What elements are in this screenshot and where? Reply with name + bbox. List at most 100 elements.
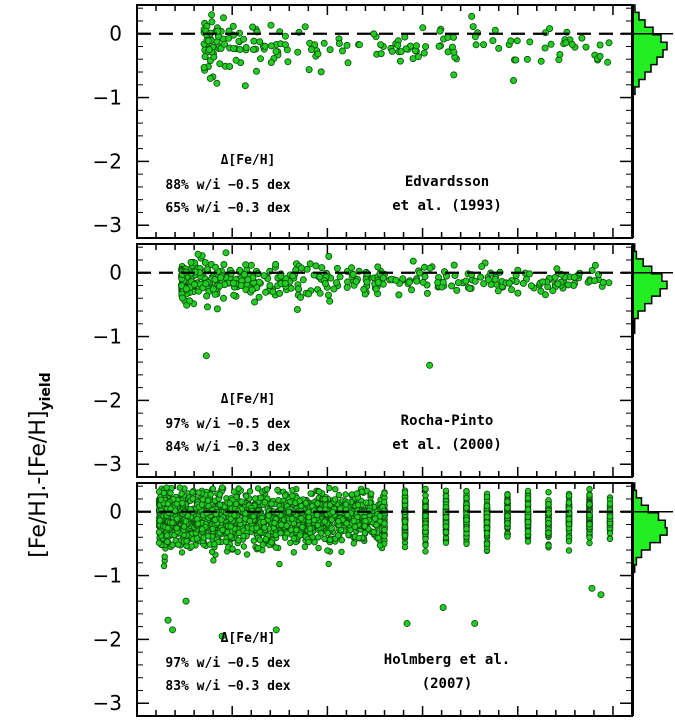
data-point — [305, 538, 312, 546]
data-point — [354, 513, 361, 521]
data-point — [354, 501, 362, 509]
data-point — [202, 280, 210, 288]
data-point — [208, 11, 216, 19]
data-point — [178, 549, 186, 556]
data-point — [311, 516, 318, 524]
data-point — [504, 504, 511, 512]
data-point — [213, 79, 221, 87]
data-point — [373, 521, 380, 529]
data-point — [204, 533, 212, 540]
data-point — [257, 494, 264, 501]
data-point — [272, 260, 280, 268]
data-point — [547, 40, 555, 48]
data-point — [226, 63, 234, 71]
outlier-point — [182, 597, 190, 605]
data-point — [606, 530, 614, 537]
data-point — [307, 46, 315, 54]
data-point — [586, 501, 593, 508]
source-line-2: et al. (1993) — [392, 198, 502, 214]
data-point — [254, 485, 262, 492]
data-point — [276, 560, 283, 568]
data-point — [269, 288, 277, 296]
data-point — [450, 261, 458, 269]
data-point — [342, 491, 349, 498]
data-point — [494, 287, 502, 295]
source-line-2: (2007) — [422, 676, 473, 692]
data-point — [235, 537, 242, 544]
outlier-point — [164, 616, 172, 624]
data-point — [362, 517, 369, 525]
data-point — [169, 541, 176, 549]
data-point — [509, 77, 517, 85]
data-point — [220, 260, 228, 268]
data-point — [204, 37, 212, 45]
data-point — [420, 49, 428, 57]
data-point — [190, 280, 198, 288]
stats-line-1: 97% w/i −0.5 dex — [165, 417, 290, 432]
data-point — [462, 277, 470, 285]
panel-3: 0 −1 −2 −3 Δ[Fe/H] 97% w/i −0.5 dex 83% w/i −0… — [93, 482, 673, 717]
data-point — [471, 277, 479, 285]
data-point — [468, 12, 476, 20]
data-point — [281, 32, 289, 40]
data-point — [314, 50, 322, 58]
data-point — [242, 261, 250, 269]
data-point — [526, 270, 534, 278]
data-point — [285, 508, 293, 516]
data-point — [235, 529, 243, 536]
data-point — [453, 286, 461, 294]
data-point — [397, 48, 405, 56]
data-point — [183, 538, 190, 545]
data-point — [526, 38, 534, 46]
data-point — [344, 59, 352, 67]
data-point — [422, 492, 429, 499]
data-point — [259, 541, 267, 548]
data-point — [211, 516, 219, 524]
data-point — [491, 26, 499, 34]
data-point — [193, 535, 201, 542]
data-point — [401, 523, 409, 531]
data-point — [330, 285, 338, 293]
y-tick-label: −2 — [93, 149, 122, 173]
data-point — [287, 284, 295, 292]
data-point — [549, 287, 557, 295]
data-point — [305, 508, 312, 516]
data-point — [483, 530, 491, 537]
data-point — [507, 37, 515, 45]
stats-line-2: 84% w/i −0.3 dex — [165, 440, 290, 455]
data-point — [524, 487, 532, 495]
data-point — [504, 520, 511, 527]
data-point — [208, 18, 216, 26]
data-point — [394, 41, 402, 49]
data-point — [199, 496, 206, 503]
data-point — [301, 23, 309, 31]
data-point — [483, 502, 491, 510]
data-point — [524, 538, 532, 545]
data-point — [289, 487, 296, 494]
data-point — [381, 533, 388, 540]
data-point — [234, 548, 241, 556]
data-point — [586, 534, 593, 541]
data-point — [262, 536, 270, 543]
data-point — [315, 488, 323, 495]
data-point — [236, 517, 243, 524]
data-point — [338, 537, 345, 544]
data-point — [256, 536, 264, 544]
data-point — [363, 278, 371, 286]
data-point — [442, 492, 450, 500]
data-point — [268, 500, 275, 507]
y-tick-label: 0 — [109, 500, 122, 524]
data-point — [348, 264, 356, 272]
data-point — [293, 305, 301, 313]
data-point — [545, 501, 552, 508]
data-point — [524, 528, 532, 535]
data-point — [376, 542, 384, 549]
data-point — [230, 488, 238, 495]
data-point — [255, 293, 263, 301]
data-point — [222, 249, 230, 257]
data-point — [335, 40, 343, 48]
data-point — [353, 490, 361, 497]
data-point — [370, 30, 378, 38]
data-point — [349, 270, 357, 278]
data-point — [321, 496, 328, 503]
